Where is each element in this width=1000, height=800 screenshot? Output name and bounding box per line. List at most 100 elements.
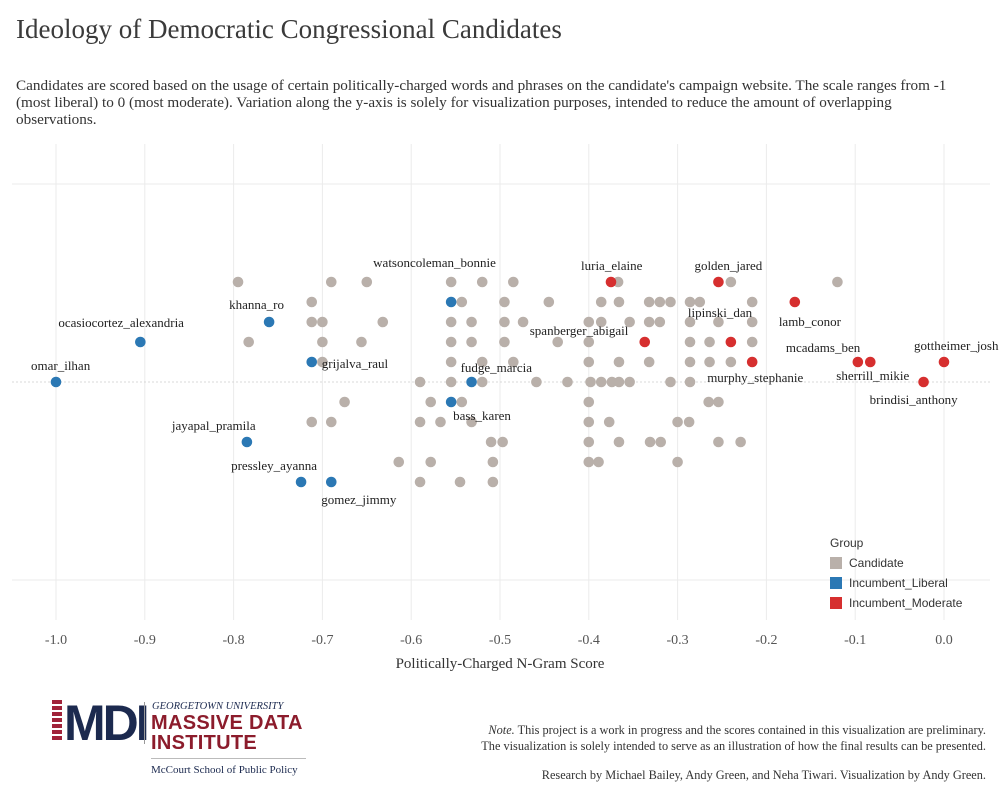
candidate-point[interactable] bbox=[393, 456, 405, 468]
candidate-point[interactable] bbox=[595, 296, 607, 308]
candidate-point[interactable] bbox=[624, 376, 635, 388]
candidate-point[interactable] bbox=[654, 296, 666, 308]
candidate-point[interactable] bbox=[583, 356, 595, 368]
candidate-point[interactable] bbox=[704, 356, 715, 368]
candidate-point[interactable] bbox=[445, 276, 457, 288]
candidate-point[interactable] bbox=[552, 336, 564, 348]
candidate-point[interactable] bbox=[735, 436, 746, 448]
candidate-point[interactable] bbox=[317, 356, 328, 368]
candidate-point[interactable] bbox=[445, 356, 457, 368]
candidate-point[interactable] bbox=[414, 476, 426, 488]
candidate-point[interactable] bbox=[713, 316, 724, 328]
candidate-point[interactable] bbox=[508, 356, 519, 368]
incumbent-point-bass-karen[interactable] bbox=[445, 396, 457, 408]
candidate-point[interactable] bbox=[832, 276, 843, 288]
incumbent-point-mcadams-ben[interactable] bbox=[852, 356, 864, 368]
incumbent-point-fudge-marcia[interactable] bbox=[466, 376, 477, 388]
incumbent-point-grijalva-raul[interactable] bbox=[306, 356, 318, 368]
candidate-point[interactable] bbox=[665, 296, 676, 308]
candidate-point[interactable] bbox=[684, 316, 696, 328]
candidate-point[interactable] bbox=[445, 376, 457, 388]
candidate-point[interactable] bbox=[487, 476, 499, 488]
incumbent-point-watsoncoleman-bonnie[interactable] bbox=[445, 296, 457, 308]
candidate-point[interactable] bbox=[655, 436, 667, 448]
candidate-point[interactable] bbox=[643, 356, 655, 368]
candidate-point[interactable] bbox=[466, 336, 477, 348]
candidate-point[interactable] bbox=[603, 416, 615, 428]
incumbent-point-khanna-ro[interactable] bbox=[263, 316, 275, 328]
candidate-point[interactable] bbox=[445, 336, 457, 348]
candidate-point[interactable] bbox=[306, 416, 318, 428]
incumbent-point-murphy-stephanie[interactable] bbox=[746, 356, 758, 368]
candidate-point[interactable] bbox=[325, 416, 337, 428]
candidate-point[interactable] bbox=[499, 296, 510, 308]
incumbent-point-spanberger-abigail[interactable] bbox=[639, 336, 651, 348]
candidate-point[interactable] bbox=[583, 396, 595, 408]
candidate-point[interactable] bbox=[643, 316, 655, 328]
candidate-point[interactable] bbox=[476, 276, 488, 288]
candidate-point[interactable] bbox=[232, 276, 244, 288]
candidate-point[interactable] bbox=[425, 456, 437, 468]
candidate-point[interactable] bbox=[485, 436, 497, 448]
candidate-point[interactable] bbox=[595, 376, 607, 388]
candidate-point[interactable] bbox=[725, 356, 737, 368]
candidate-point[interactable] bbox=[684, 296, 696, 308]
legend-swatch-incumbent-moderate[interactable] bbox=[830, 597, 842, 609]
incumbent-point-brindisi-anthony[interactable] bbox=[918, 376, 929, 388]
incumbent-point-pressley-ayanna[interactable] bbox=[295, 476, 307, 488]
candidate-point[interactable] bbox=[654, 316, 666, 328]
candidate-point[interactable] bbox=[583, 456, 595, 468]
incumbent-point-gottheimer-josh[interactable] bbox=[938, 356, 950, 368]
incumbent-point-jayapal-pramila[interactable] bbox=[241, 436, 253, 448]
candidate-point[interactable] bbox=[613, 296, 625, 308]
candidate-point[interactable] bbox=[476, 376, 488, 388]
candidate-point[interactable] bbox=[624, 316, 635, 328]
candidate-point[interactable] bbox=[499, 316, 510, 328]
candidate-point[interactable] bbox=[325, 276, 337, 288]
incumbent-point-ocasiocortez-alexandria[interactable] bbox=[135, 336, 146, 348]
candidate-point[interactable] bbox=[672, 456, 683, 468]
candidate-point[interactable] bbox=[583, 416, 595, 428]
candidate-point[interactable] bbox=[713, 396, 724, 408]
candidate-point[interactable] bbox=[683, 416, 695, 428]
candidate-point[interactable] bbox=[644, 436, 656, 448]
candidate-point[interactable] bbox=[585, 376, 596, 388]
candidate-point[interactable] bbox=[487, 456, 499, 468]
incumbent-point-luria-elaine[interactable] bbox=[605, 276, 617, 288]
legend-swatch-candidate[interactable] bbox=[830, 557, 842, 569]
candidate-point[interactable] bbox=[694, 296, 706, 308]
candidate-point[interactable] bbox=[445, 316, 457, 328]
candidate-point[interactable] bbox=[684, 336, 696, 348]
candidate-point[interactable] bbox=[414, 416, 426, 428]
candidate-point[interactable] bbox=[531, 376, 542, 388]
candidate-point[interactable] bbox=[497, 436, 508, 448]
candidate-point[interactable] bbox=[456, 296, 468, 308]
incumbent-point-golden-jared[interactable] bbox=[713, 276, 724, 288]
incumbent-point-gomez-jimmy[interactable] bbox=[325, 476, 337, 488]
candidate-point[interactable] bbox=[643, 296, 655, 308]
incumbent-point-lamb-conor[interactable] bbox=[789, 296, 801, 308]
candidate-point[interactable] bbox=[456, 396, 468, 408]
candidate-point[interactable] bbox=[425, 396, 437, 408]
candidate-point[interactable] bbox=[339, 396, 350, 408]
candidate-point[interactable] bbox=[562, 376, 573, 388]
legend-swatch-incumbent-liberal[interactable] bbox=[830, 577, 842, 589]
candidate-point[interactable] bbox=[613, 356, 625, 368]
incumbent-point-sherrill-mikie[interactable] bbox=[864, 356, 876, 368]
candidate-point[interactable] bbox=[317, 336, 328, 348]
candidate-point[interactable] bbox=[499, 336, 510, 348]
incumbent-point-omar-ilhan[interactable] bbox=[50, 376, 62, 388]
candidate-point[interactable] bbox=[583, 436, 595, 448]
candidate-point[interactable] bbox=[517, 316, 529, 328]
candidate-point[interactable] bbox=[243, 336, 254, 348]
candidate-point[interactable] bbox=[414, 376, 426, 388]
candidate-point[interactable] bbox=[543, 296, 555, 308]
incumbent-point-lipinski-dan[interactable] bbox=[725, 336, 737, 348]
candidate-point[interactable] bbox=[454, 476, 466, 488]
candidate-point[interactable] bbox=[725, 276, 737, 288]
candidate-point[interactable] bbox=[746, 336, 758, 348]
candidate-point[interactable] bbox=[306, 316, 318, 328]
candidate-point[interactable] bbox=[672, 416, 683, 428]
candidate-point[interactable] bbox=[595, 316, 607, 328]
candidate-point[interactable] bbox=[684, 356, 696, 368]
